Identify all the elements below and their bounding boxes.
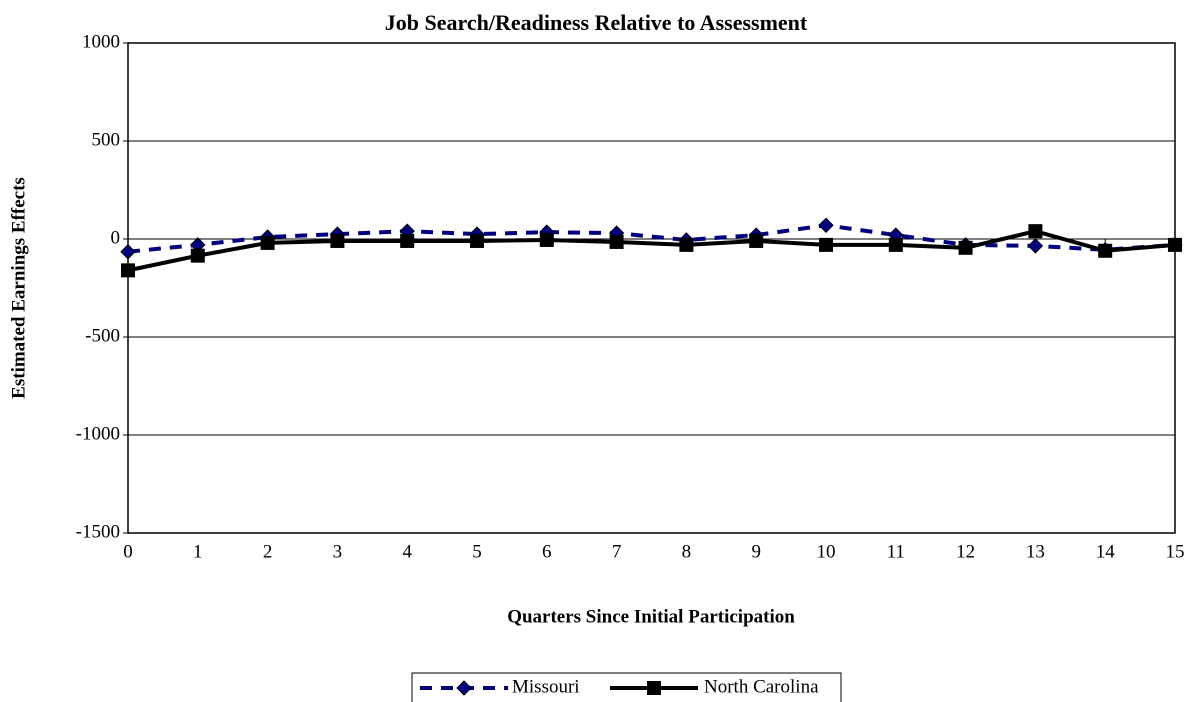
square-marker <box>330 233 345 248</box>
y-axis-label: Estimated Earnings Effects <box>8 177 29 399</box>
square-marker <box>647 681 661 695</box>
diamond-marker <box>1027 238 1044 254</box>
x-tick-label: 15 <box>1166 541 1185 562</box>
y-tick-label: 500 <box>92 129 121 150</box>
y-tick-label: 0 <box>111 227 121 248</box>
x-tick-label: 14 <box>1096 541 1116 562</box>
square-marker <box>121 263 135 278</box>
x-tick-label: 10 <box>817 541 836 562</box>
diamond-marker <box>818 217 834 233</box>
x-tick-label: 1 <box>193 541 203 562</box>
square-marker <box>819 237 833 252</box>
x-tick-label: 9 <box>751 541 761 562</box>
square-marker <box>1098 243 1113 258</box>
square-marker <box>679 237 694 252</box>
square-marker <box>1168 237 1182 252</box>
diamond-marker <box>456 680 472 696</box>
y-tick-label: -1500 <box>76 521 120 542</box>
y-tick-label: -500 <box>85 325 120 346</box>
square-marker <box>470 233 484 248</box>
x-tick-label: 12 <box>956 541 975 562</box>
y-tick-label: 1000 <box>82 31 120 52</box>
y-tick-label: -1000 <box>76 423 120 444</box>
x-tick-label: 6 <box>542 541 552 562</box>
square-marker <box>400 233 415 248</box>
x-tick-label: 3 <box>333 541 343 562</box>
square-marker <box>260 235 275 250</box>
x-tick-label: 2 <box>263 541 273 562</box>
diamond-marker <box>120 244 136 260</box>
square-marker <box>1028 224 1043 239</box>
square-marker <box>539 232 554 247</box>
x-tick-label: 7 <box>612 541 622 562</box>
chart-title: Job Search/Readiness Relative to Assessm… <box>385 10 808 35</box>
plot-area <box>127 42 1176 534</box>
square-marker <box>190 248 205 263</box>
series-line <box>127 223 1176 254</box>
x-tick-label: 5 <box>472 541 482 562</box>
legend-label: North Carolina <box>704 676 819 697</box>
x-tick-label: 13 <box>1026 541 1045 562</box>
x-tick-label: 11 <box>887 541 905 562</box>
x-tick-label: 4 <box>402 541 412 562</box>
square-marker <box>749 233 764 248</box>
square-marker <box>609 234 624 249</box>
x-tick-label: 0 <box>123 541 133 562</box>
x-axis-label: Quarters Since Initial Participation <box>507 606 795 627</box>
x-tick-label: 8 <box>682 541 692 562</box>
series-line <box>127 229 1176 273</box>
square-marker <box>888 237 903 252</box>
legend-label: Missouri <box>512 676 580 697</box>
square-marker <box>958 240 973 255</box>
